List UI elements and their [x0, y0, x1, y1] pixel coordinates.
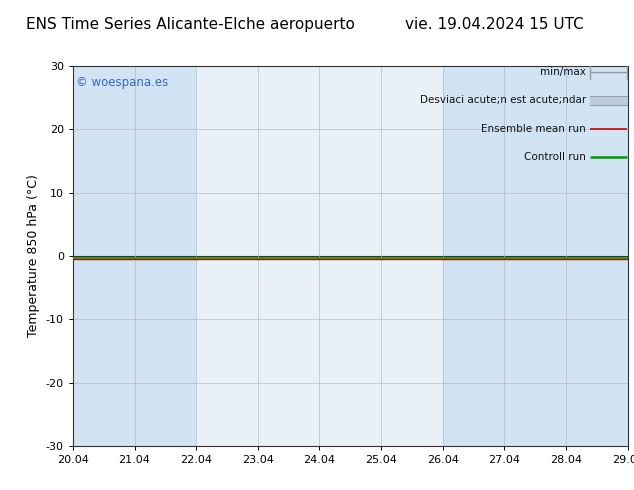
Bar	[134, 66, 196, 446]
Text: ENS Time Series Alicante-Elche aeropuerto: ENS Time Series Alicante-Elche aeropuert…	[26, 17, 354, 32]
Text: vie. 19.04.2024 15 UTC: vie. 19.04.2024 15 UTC	[405, 17, 584, 32]
Text: © woespana.es: © woespana.es	[75, 75, 168, 89]
Text: Controll run: Controll run	[524, 152, 586, 162]
Text: min/max: min/max	[540, 67, 586, 77]
Bar	[73, 66, 134, 446]
Bar	[566, 66, 628, 446]
Text: Ensemble mean run: Ensemble mean run	[481, 124, 586, 134]
Bar	[505, 66, 566, 446]
FancyArrow shape	[590, 96, 626, 105]
Text: Desviaci acute;n est acute;ndar: Desviaci acute;n est acute;ndar	[420, 96, 586, 105]
Bar	[443, 66, 505, 446]
Y-axis label: Temperature 850 hPa (°C): Temperature 850 hPa (°C)	[27, 174, 40, 338]
